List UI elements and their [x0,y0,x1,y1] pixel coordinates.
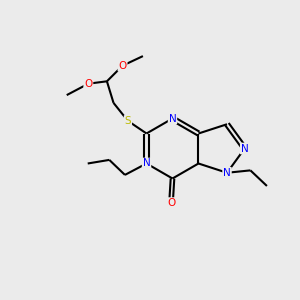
Text: N: N [223,168,231,178]
Text: O: O [84,79,92,89]
Text: O: O [167,198,175,208]
Text: O: O [118,61,127,71]
Text: N: N [142,158,150,169]
Text: S: S [124,116,131,126]
Text: N: N [241,143,248,154]
Text: N: N [169,113,176,124]
